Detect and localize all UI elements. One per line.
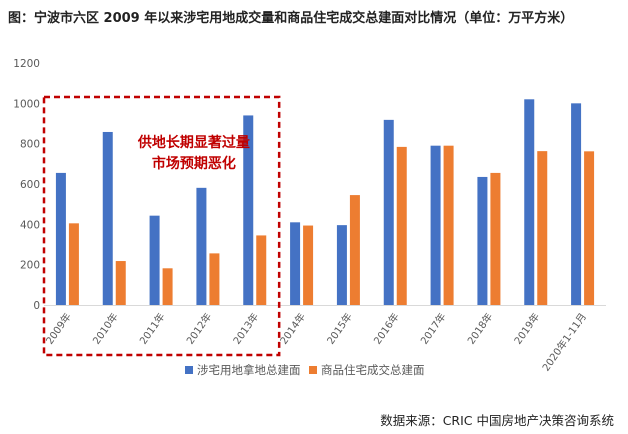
bar-land-9: [477, 176, 488, 305]
bar-housing-5: [303, 225, 314, 305]
x-tick-label: 2012年: [183, 310, 214, 346]
bar-housing-2: [162, 268, 173, 305]
bar-housing-11: [584, 151, 595, 305]
bar-housing-7: [396, 146, 407, 305]
y-tick-label: 800: [20, 139, 40, 151]
x-tick-label: 2016年: [371, 310, 402, 346]
bar-land-10: [524, 99, 535, 305]
source-note: 数据来源：CRIC 中国房地产决策咨询系统: [380, 413, 614, 428]
bar-housing-10: [537, 151, 548, 305]
x-tick-label: 2019年: [511, 310, 542, 346]
y-tick-label: 0: [33, 300, 40, 312]
legend: 涉宅用地拿地总建面 商品住宅成交总建面: [185, 363, 425, 377]
x-tick-label: 2011年: [137, 310, 168, 346]
x-tick-label: 2009年: [43, 310, 74, 346]
bars: [55, 99, 595, 306]
bar-land-8: [430, 145, 441, 305]
y-tick-label: 600: [20, 179, 40, 191]
x-tick-label: 2010年: [90, 310, 121, 346]
legend-label-0: 涉宅用地拿地总建面: [197, 363, 301, 377]
bar-housing-6: [349, 195, 360, 305]
bar-housing-8: [443, 145, 454, 305]
bar-land-6: [336, 225, 347, 305]
bar-land-3: [196, 187, 207, 305]
legend-swatch-0: [185, 366, 193, 374]
x-tick-label: 2018年: [464, 310, 495, 346]
y-tick-label: 400: [20, 219, 40, 231]
chart-title: 图：宁波市六区 2009 年以来涉宅用地成交量和商品住宅成交总建面对比情况（单位…: [8, 11, 574, 26]
bar-housing-1: [115, 261, 126, 305]
y-tick-label: 1200: [13, 58, 40, 70]
x-tick-label: 2020年1-11月: [539, 310, 589, 373]
annotation-line-1: 供地长期显著过量: [137, 134, 250, 151]
y-axis: 0 200 400 600 800 1000 1200: [13, 58, 40, 312]
bar-housing-3: [209, 253, 220, 305]
bar-land-0: [55, 172, 66, 305]
x-tick-label: 2015年: [324, 310, 355, 346]
x-tick-label: 2014年: [277, 310, 308, 346]
x-tick-label: 2013年: [230, 310, 261, 346]
bar-housing-0: [68, 223, 79, 305]
y-tick-label: 1000: [13, 98, 40, 110]
bar-land-1: [102, 131, 113, 305]
annotation-line-2: 市场预期恶化: [152, 155, 236, 172]
highlight-box: [42, 95, 281, 357]
bar-land-2: [149, 215, 160, 305]
bar-housing-9: [490, 172, 501, 305]
x-tick-label: 2017年: [418, 310, 449, 346]
legend-swatch-1: [309, 366, 317, 374]
bar-land-7: [383, 119, 394, 306]
legend-label-1: 商品住宅成交总建面: [321, 363, 425, 377]
bar-land-4: [243, 115, 254, 305]
bar-land-5: [290, 222, 301, 305]
y-tick-label: 200: [20, 260, 40, 272]
bar-land-11: [571, 103, 582, 305]
bar-housing-4: [256, 235, 267, 305]
